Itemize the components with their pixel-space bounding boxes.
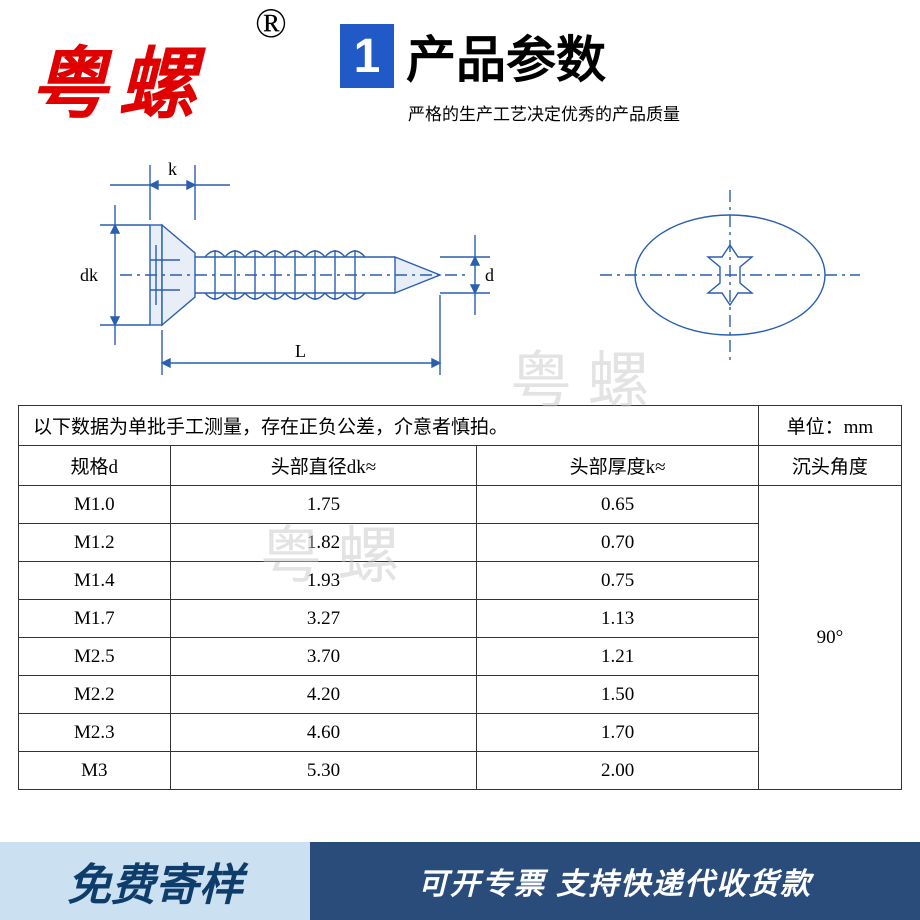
table-cell: M1.2 — [19, 524, 171, 562]
table-cell: 1.70 — [477, 714, 758, 752]
table-cell: 4.60 — [170, 714, 477, 752]
table-cell: 2.00 — [477, 752, 758, 790]
table-cell: M1.7 — [19, 600, 171, 638]
label-L: L — [295, 341, 306, 361]
section-subtitle: 严格的生产工艺决定优秀的产品质量 — [408, 100, 890, 125]
table-cell: 1.50 — [477, 676, 758, 714]
table-note: 以下数据为单批手工测量，存在正负公差，介意者慎拍。 — [19, 406, 759, 446]
table-cell: 1.93 — [170, 562, 477, 600]
angle-cell: 90° — [758, 486, 901, 790]
table-note-row: 以下数据为单批手工测量，存在正负公差，介意者慎拍。 单位：mm — [19, 406, 902, 446]
footer-banner: 免费寄样 可开专票 支持快递代收货款 — [0, 842, 920, 920]
label-k: k — [168, 159, 177, 179]
spec-table-container: 以下数据为单批手工测量，存在正负公差，介意者慎拍。 单位：mm 规格d 头部直径… — [18, 405, 902, 790]
col-dk: 头部直径dk≈ — [170, 446, 477, 486]
table-cell: 1.13 — [477, 600, 758, 638]
screw-diagram-svg: k — [0, 145, 920, 405]
col-k: 头部厚度k≈ — [477, 446, 758, 486]
technical-diagram: k — [0, 145, 920, 405]
label-dk: dk — [80, 265, 98, 285]
label-d: d — [485, 265, 494, 285]
section-number: 1 — [340, 24, 394, 88]
unit-label: 单位：mm — [758, 406, 901, 446]
table-cell: 4.20 — [170, 676, 477, 714]
table-cell: M1.0 — [19, 486, 171, 524]
table-cell: 0.65 — [477, 486, 758, 524]
table-header-row: 规格d 头部直径dk≈ 头部厚度k≈ 沉头角度 — [19, 446, 902, 486]
table-cell: 1.82 — [170, 524, 477, 562]
table-cell: 1.75 — [170, 486, 477, 524]
table-row: M1.01.750.6590° — [19, 486, 902, 524]
table-cell: 3.70 — [170, 638, 477, 676]
table-cell: M2.2 — [19, 676, 171, 714]
brand-logo: 粤螺 — [30, 22, 206, 134]
footer-left: 免费寄样 — [0, 842, 310, 920]
table-cell: 0.75 — [477, 562, 758, 600]
table-cell: M1.4 — [19, 562, 171, 600]
table-cell: 1.21 — [477, 638, 758, 676]
col-spec: 规格d — [19, 446, 171, 486]
table-cell: M2.5 — [19, 638, 171, 676]
table-cell: M3 — [19, 752, 171, 790]
table-cell: 5.30 — [170, 752, 477, 790]
spec-table: 以下数据为单批手工测量，存在正负公差，介意者慎拍。 单位：mm 规格d 头部直径… — [18, 405, 902, 790]
table-cell: 3.27 — [170, 600, 477, 638]
footer-right: 可开专票 支持快递代收货款 — [310, 842, 920, 920]
table-cell: M2.3 — [19, 714, 171, 752]
col-angle: 沉头角度 — [758, 446, 901, 486]
table-cell: 0.70 — [477, 524, 758, 562]
registered-mark: ® — [255, 0, 287, 48]
section-title: 产品参数 — [406, 20, 606, 92]
header: 粤螺 ® 1 产品参数 严格的生产工艺决定优秀的产品质量 — [0, 0, 920, 135]
